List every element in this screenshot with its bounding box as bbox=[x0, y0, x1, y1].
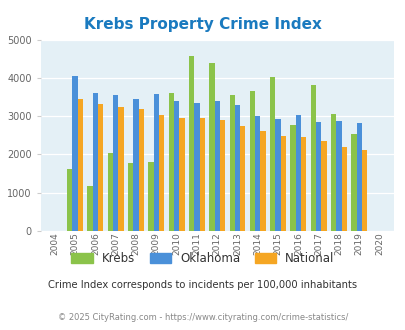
Bar bbox=[220, 120, 224, 231]
Bar bbox=[67, 169, 72, 231]
Bar bbox=[133, 99, 138, 231]
Text: Crime Index corresponds to incidents per 100,000 inhabitants: Crime Index corresponds to incidents per… bbox=[48, 280, 357, 290]
Bar bbox=[118, 107, 123, 231]
Bar bbox=[148, 162, 153, 231]
Bar bbox=[341, 147, 346, 231]
Text: Krebs Property Crime Index: Krebs Property Crime Index bbox=[84, 17, 321, 32]
Bar bbox=[113, 95, 118, 231]
Bar bbox=[179, 118, 184, 231]
Bar bbox=[189, 56, 194, 231]
Bar bbox=[356, 123, 361, 231]
Legend: Krebs, Oklahoma, National: Krebs, Oklahoma, National bbox=[71, 252, 334, 265]
Bar bbox=[240, 126, 245, 231]
Bar bbox=[199, 118, 205, 231]
Bar bbox=[87, 186, 92, 231]
Bar bbox=[92, 93, 98, 231]
Bar bbox=[351, 134, 356, 231]
Bar bbox=[290, 125, 295, 231]
Bar bbox=[138, 109, 143, 231]
Bar bbox=[300, 137, 305, 231]
Bar bbox=[336, 121, 341, 231]
Bar bbox=[315, 121, 321, 231]
Bar bbox=[194, 103, 199, 231]
Bar bbox=[108, 152, 113, 231]
Bar bbox=[209, 63, 214, 231]
Bar bbox=[98, 104, 103, 231]
Bar bbox=[72, 76, 77, 231]
Bar bbox=[310, 85, 315, 231]
Bar bbox=[260, 131, 265, 231]
Bar bbox=[234, 105, 240, 231]
Bar bbox=[153, 94, 159, 231]
Bar bbox=[361, 150, 367, 231]
Text: © 2025 CityRating.com - https://www.cityrating.com/crime-statistics/: © 2025 CityRating.com - https://www.city… bbox=[58, 313, 347, 322]
Bar bbox=[275, 119, 280, 231]
Bar bbox=[77, 99, 83, 231]
Bar bbox=[295, 115, 301, 231]
Bar bbox=[270, 77, 275, 231]
Bar bbox=[249, 90, 255, 231]
Bar bbox=[321, 141, 326, 231]
Bar bbox=[128, 163, 133, 231]
Bar bbox=[280, 136, 285, 231]
Bar bbox=[214, 101, 220, 231]
Bar bbox=[229, 95, 234, 231]
Bar bbox=[158, 115, 164, 231]
Bar bbox=[330, 114, 336, 231]
Bar bbox=[255, 116, 260, 231]
Bar bbox=[168, 93, 173, 231]
Bar bbox=[173, 101, 179, 231]
